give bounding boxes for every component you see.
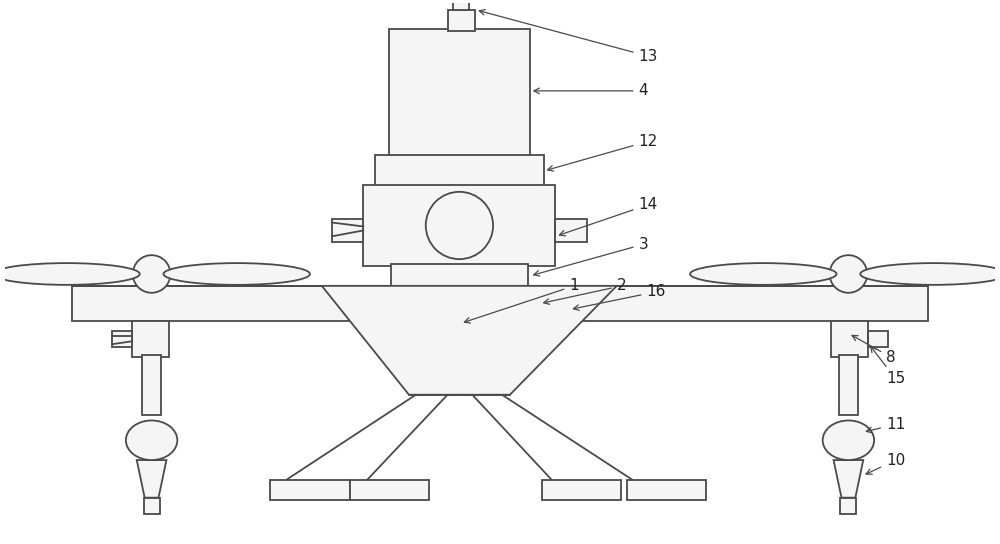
Bar: [831, 322, 868, 357]
Bar: [528, 286, 928, 322]
Text: 14: 14: [559, 197, 658, 236]
Bar: [448, 10, 475, 32]
Ellipse shape: [126, 421, 177, 460]
Bar: [555, 219, 587, 242]
Bar: [542, 480, 621, 499]
Text: 2: 2: [544, 279, 626, 304]
Bar: [363, 185, 555, 266]
Text: 11: 11: [866, 417, 905, 433]
Ellipse shape: [823, 421, 874, 460]
Bar: [72, 286, 391, 322]
Bar: [453, 2, 469, 10]
Polygon shape: [322, 286, 617, 395]
Text: 3: 3: [534, 237, 648, 276]
Text: 12: 12: [548, 134, 658, 171]
Text: 10: 10: [866, 453, 905, 474]
Text: 16: 16: [573, 285, 666, 311]
Text: 15: 15: [871, 347, 905, 386]
Bar: [840, 498, 856, 514]
Bar: [332, 219, 363, 242]
Polygon shape: [137, 460, 166, 498]
Bar: [868, 331, 888, 347]
Bar: [389, 28, 530, 157]
Text: 13: 13: [479, 10, 658, 64]
Bar: [112, 331, 132, 347]
Ellipse shape: [690, 263, 837, 285]
Bar: [270, 480, 350, 499]
Bar: [391, 264, 528, 286]
Ellipse shape: [133, 255, 170, 293]
Ellipse shape: [426, 192, 493, 259]
Bar: [144, 498, 160, 514]
Ellipse shape: [860, 263, 1000, 285]
Bar: [132, 322, 169, 357]
Ellipse shape: [163, 263, 310, 285]
Text: 4: 4: [534, 83, 648, 98]
Bar: [839, 355, 858, 415]
Bar: [350, 480, 429, 499]
Ellipse shape: [830, 255, 867, 293]
Text: 8: 8: [852, 336, 896, 364]
Ellipse shape: [0, 263, 140, 285]
Polygon shape: [834, 460, 863, 498]
Bar: [375, 155, 544, 187]
Text: 1: 1: [464, 279, 579, 323]
Bar: [627, 480, 706, 499]
Bar: [142, 355, 161, 415]
